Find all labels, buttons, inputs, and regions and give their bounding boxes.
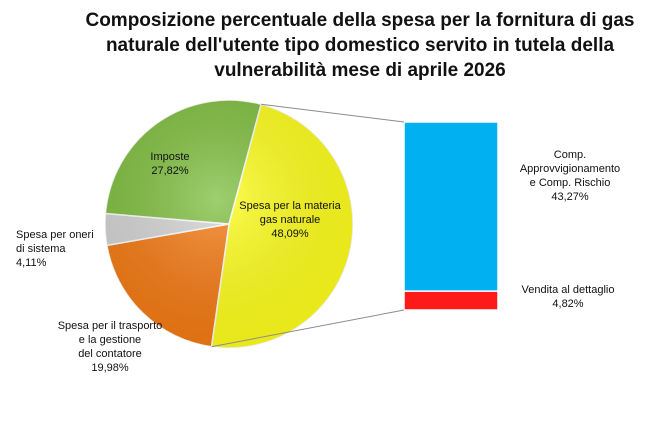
bar-segment-vendita-al-dettaglio bbox=[403, 290, 499, 311]
chart-title: Composizione percentuale della spesa per… bbox=[60, 8, 660, 83]
connector-line-top bbox=[261, 103, 405, 123]
bar-segment-comp-approvvigionamento-e-comp-rischio bbox=[403, 121, 499, 292]
chart-title-line-1: Composizione percentuale della spesa per… bbox=[85, 10, 635, 31]
connector-lines bbox=[211, 103, 405, 348]
label-trasporto-line-2: e la gestione bbox=[78, 334, 142, 346]
chart-title-line-2: naturale dell'utente tipo domestico serv… bbox=[105, 35, 615, 56]
label-vendita-value: 4,82% bbox=[552, 298, 584, 310]
label-oneri-sistema: Spesa per oneri di sistema 4,11% bbox=[16, 228, 112, 270]
label-imposte: Imposte 27,82% bbox=[130, 150, 210, 178]
chart-title-line-3: vulnerabilità mese di aprile 2026 bbox=[214, 60, 506, 81]
label-oneri-line-2: di sistema bbox=[16, 243, 66, 255]
label-materia-gas-value: 48,09% bbox=[271, 228, 309, 240]
label-oneri-value: 4,11% bbox=[16, 257, 47, 269]
label-vendita-dettaglio: Vendita al dettaglio 4,82% bbox=[498, 283, 638, 311]
label-approv-value: 43,27% bbox=[551, 191, 589, 203]
pie-shading bbox=[105, 100, 353, 348]
label-approv-line-1: Comp. bbox=[553, 149, 587, 161]
label-materia-gas: Spesa per la materia gas naturale 48,09% bbox=[228, 199, 352, 241]
label-materia-gas-line-1: Spesa per la materia bbox=[239, 200, 341, 212]
label-approv-line-2: Approvvigionamento bbox=[519, 163, 621, 175]
pie bbox=[104, 99, 354, 349]
label-vendita-line-1: Vendita al dettaglio bbox=[521, 284, 615, 296]
label-trasporto-value: 19,98% bbox=[91, 362, 129, 374]
label-trasporto-line-3: del contatore bbox=[78, 348, 142, 360]
label-trasporto: Spesa per il trasporto e la gestione del… bbox=[40, 319, 180, 375]
connector-line-bottom bbox=[211, 309, 405, 348]
label-approvvigionamento: Comp. Approvvigionamento e Comp. Rischio… bbox=[500, 148, 640, 204]
breakdown-bar bbox=[403, 121, 499, 311]
label-oneri-line-1: Spesa per oneri bbox=[16, 229, 94, 241]
label-trasporto-line-1: Spesa per il trasporto bbox=[57, 320, 163, 332]
label-imposte-value: 27,82% bbox=[151, 165, 189, 177]
label-imposte-line-1: Imposte bbox=[150, 151, 190, 163]
label-approv-line-3: e Comp. Rischio bbox=[529, 177, 611, 189]
label-materia-gas-line-2: gas naturale bbox=[259, 214, 321, 226]
